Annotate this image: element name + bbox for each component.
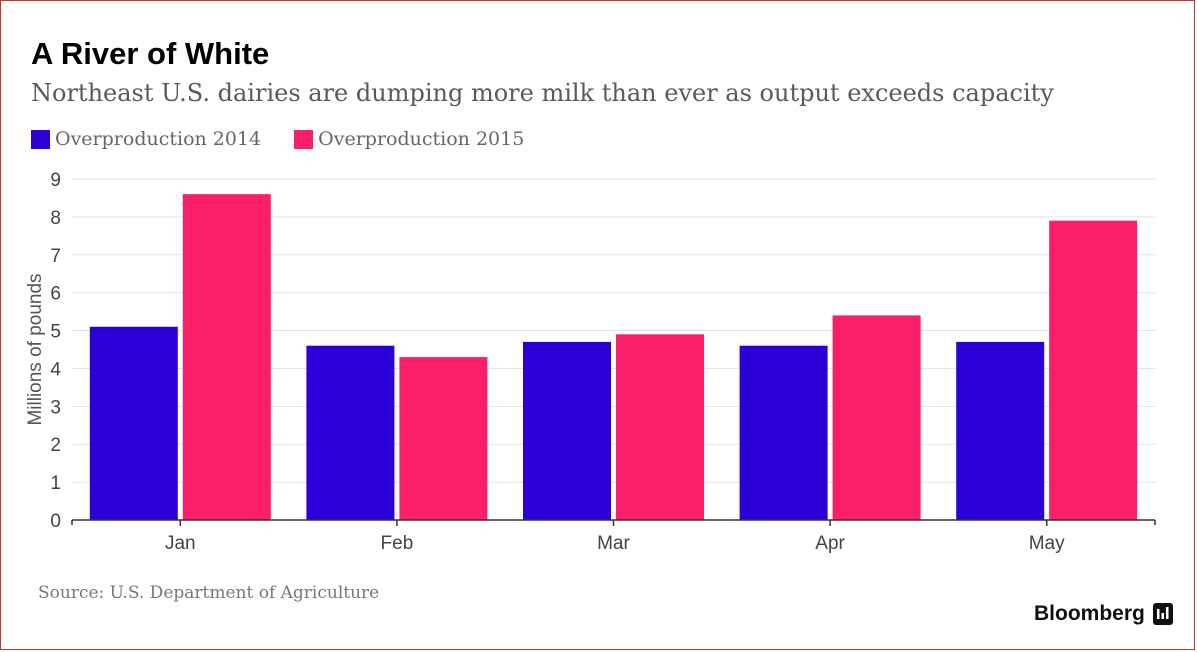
- bar-mar-2015: [616, 334, 704, 520]
- brand-name: Bloomberg: [1034, 602, 1145, 625]
- bar-apr-2015: [832, 315, 921, 520]
- y-tick-label: 8: [50, 208, 61, 229]
- x-axis: Jan Feb Mar Apr May: [71, 519, 1156, 554]
- y-tick-label: 7: [50, 246, 61, 267]
- x-tick-label: Jan: [165, 533, 196, 554]
- y-tick-label: 4: [50, 359, 61, 380]
- legend-swatch-2015: [294, 129, 314, 149]
- bar-apr-2014: [739, 345, 828, 520]
- bars: [89, 194, 1138, 520]
- legend-item-2014: Overproduction 2014: [31, 128, 261, 150]
- bar-may-2014: [956, 341, 1045, 520]
- y-tick-label: 3: [50, 397, 61, 418]
- x-tick-label: May: [1029, 533, 1065, 554]
- chart-subtitle: Northeast U.S. dairies are dumping more …: [31, 79, 1054, 107]
- y-tick-labels: 0 1 2 3 4 5 6 7 8 9: [50, 170, 61, 532]
- bar-mar-2014: [523, 341, 611, 520]
- legend-swatch-2014: [31, 129, 50, 149]
- bar-chart: 0 1 2 3 4 5 6 7 8 9 Jan Feb Mar Apr May Millions of p…: [25, 170, 1156, 554]
- y-axis-label: Millions of pounds: [25, 273, 46, 425]
- legend-label-2014: Overproduction 2014: [55, 128, 262, 150]
- y-tick-label: 5: [50, 322, 61, 343]
- bar-jan-2014: [89, 326, 178, 520]
- x-tick-label: Mar: [597, 533, 630, 554]
- legend-item-2015: Overproduction 2015: [294, 128, 524, 150]
- legend: Overproduction 2014 Overproduction 2015: [31, 127, 557, 151]
- y-tick-label: 9: [50, 170, 61, 191]
- bloomberg-terminal-icon: [1152, 603, 1173, 625]
- brand-logo: Bloomberg: [1034, 602, 1173, 626]
- y-tick-label: 0: [50, 511, 61, 532]
- x-tick-label: Apr: [815, 533, 845, 554]
- source-note: Source: U.S. Department of Agriculture: [38, 583, 380, 603]
- bar-feb-2015: [399, 357, 488, 520]
- bar-feb-2014: [306, 345, 395, 520]
- bar-may-2015: [1049, 220, 1138, 520]
- y-tick-label: 2: [50, 435, 61, 456]
- legend-label-2015: Overproduction 2015: [318, 128, 525, 150]
- bar-jan-2015: [182, 194, 271, 520]
- chart-title: A River of White: [31, 36, 270, 71]
- x-tick-label: Feb: [381, 533, 414, 554]
- y-tick-label: 6: [50, 284, 61, 305]
- y-tick-label: 1: [50, 473, 61, 494]
